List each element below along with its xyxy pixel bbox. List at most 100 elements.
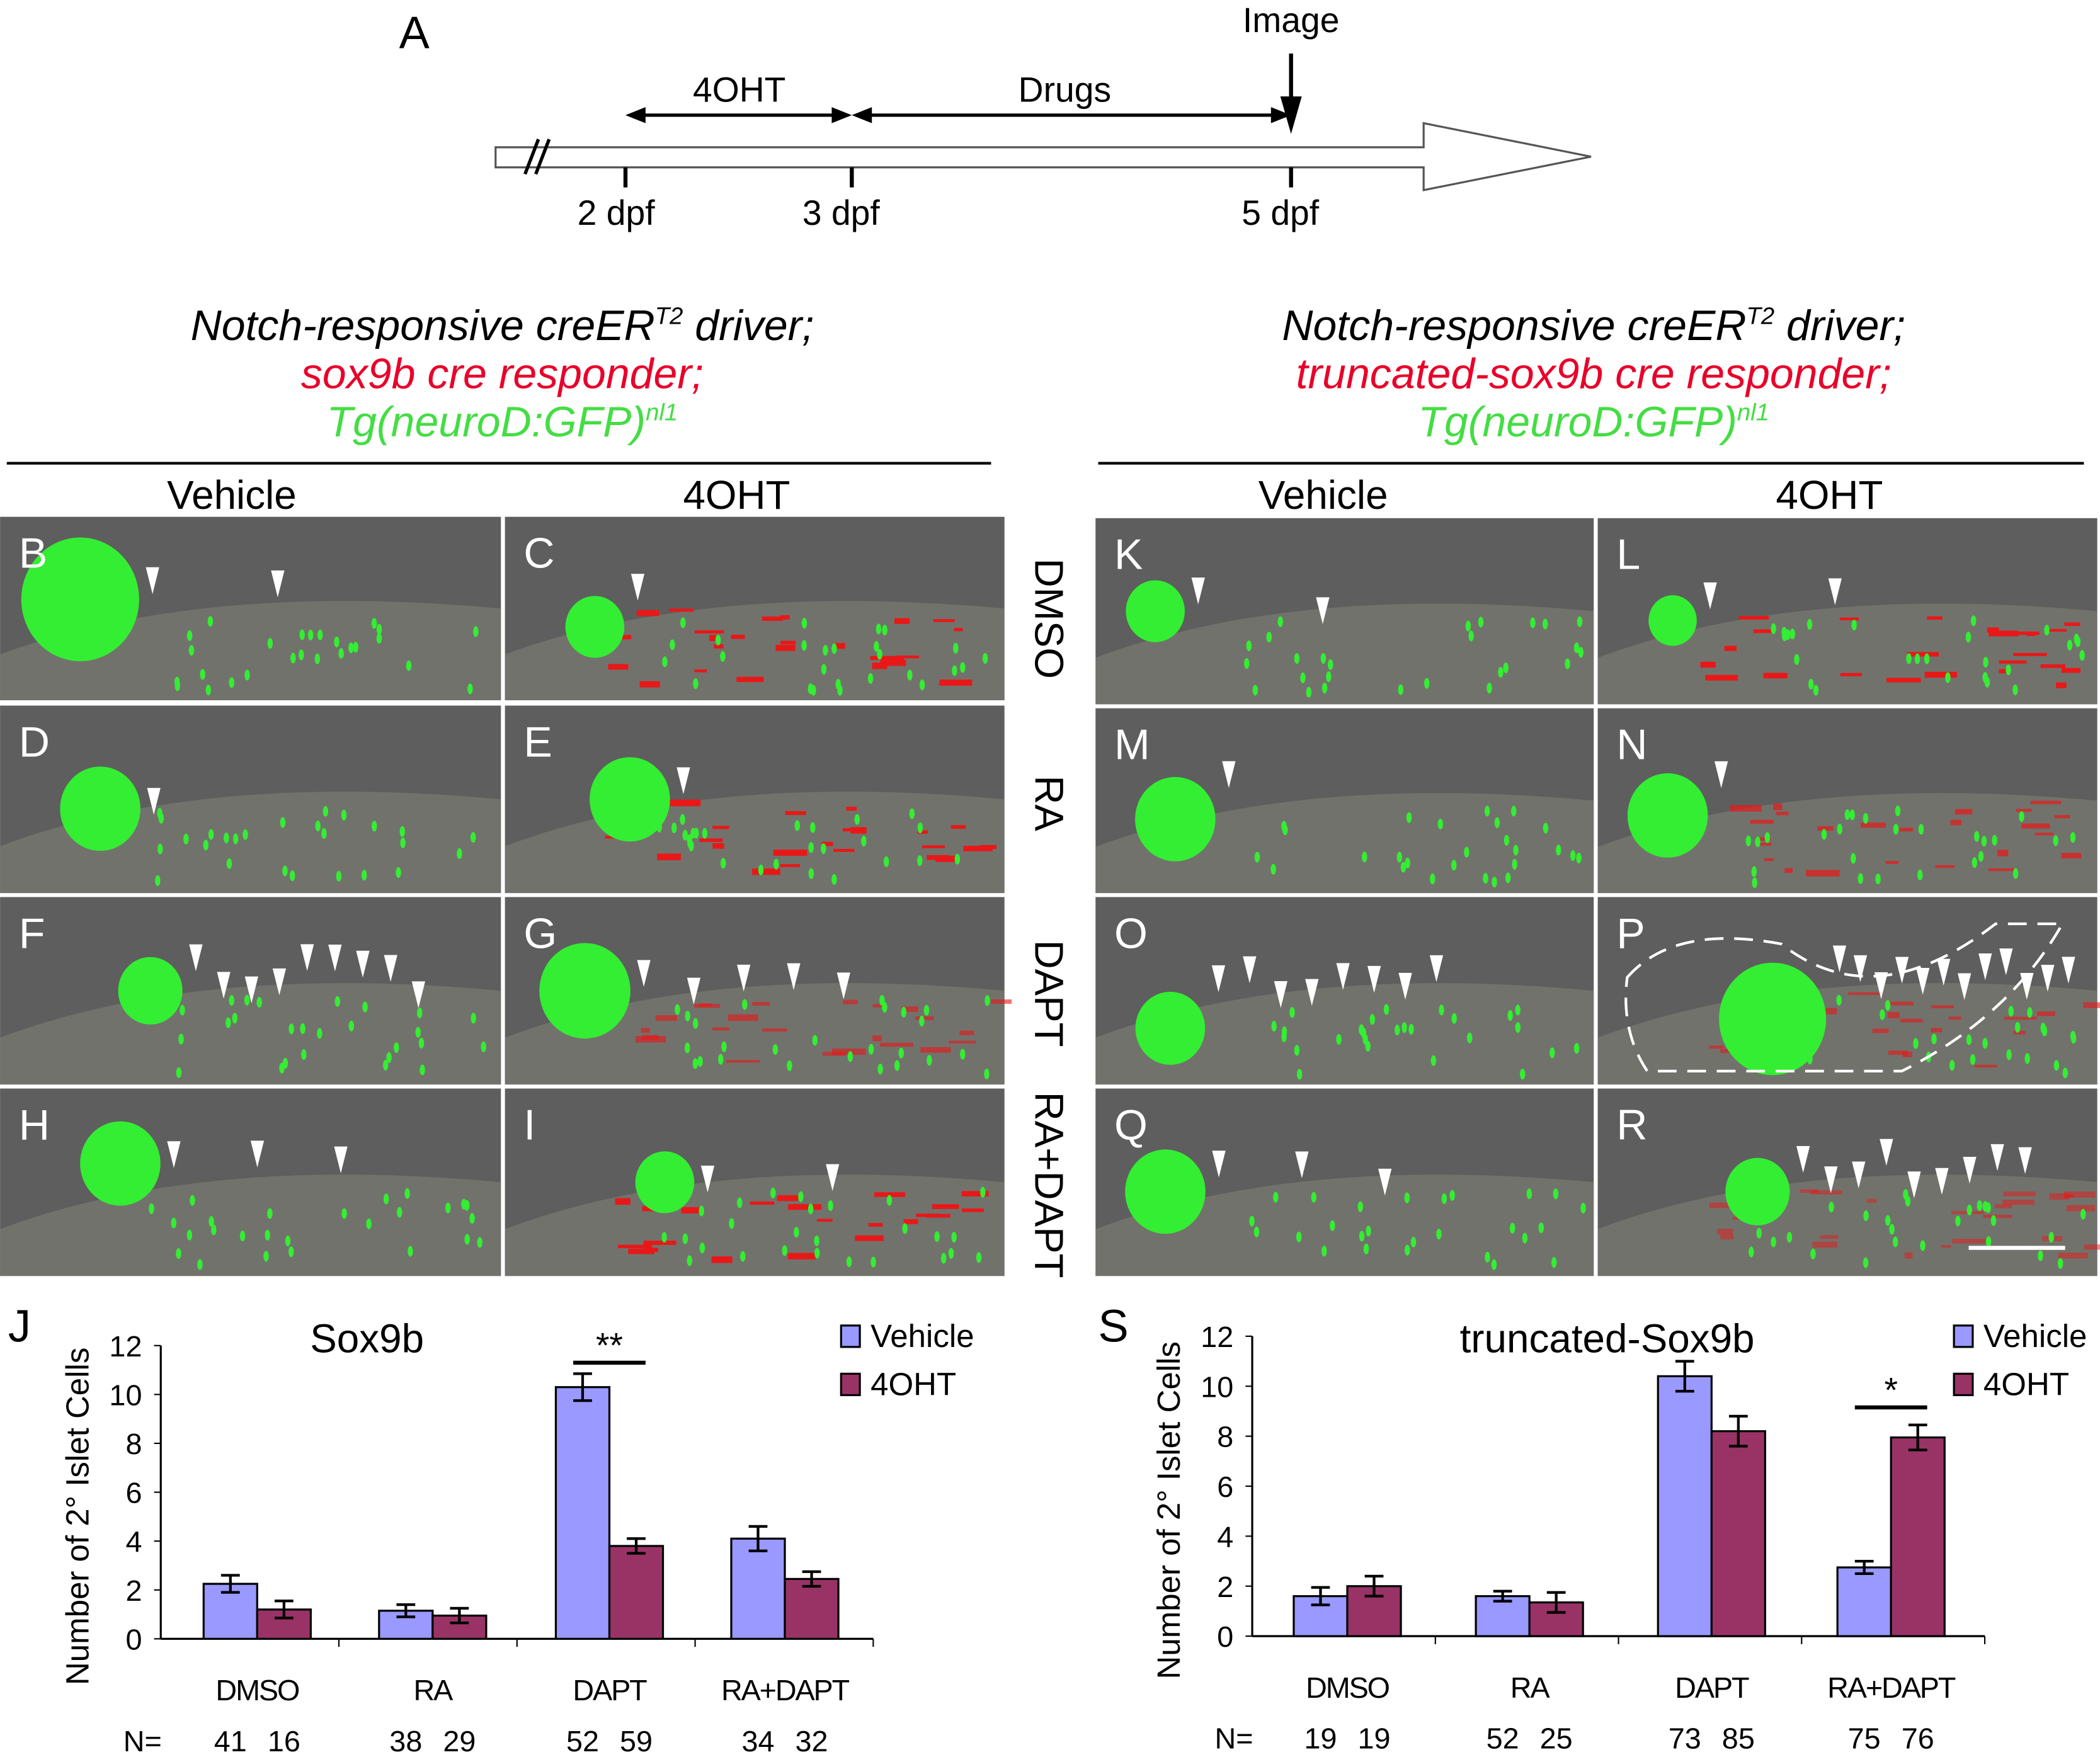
- panel-letter: I: [523, 1101, 535, 1149]
- gfp-cell-mark: [1289, 1007, 1295, 1018]
- red-cell-mark: [2007, 631, 2040, 635]
- error-bar: [220, 1574, 240, 1594]
- arrowhead-marker: [1715, 761, 1728, 788]
- gfp-cell-mark: [362, 1001, 368, 1013]
- error-bar: [627, 1537, 646, 1555]
- left-header: Notch-responsive creERT2 driver; sox9b c…: [6, 302, 991, 518]
- red-cell-mark: [868, 1223, 883, 1227]
- gfp-cell-mark: [208, 1216, 214, 1227]
- x-tick-label: RA: [413, 1674, 454, 1707]
- red-cell-mark: [780, 640, 796, 645]
- red-cell-mark: [2026, 632, 2035, 637]
- gfp-cell-mark: [1978, 851, 1984, 862]
- gfp-cell-mark: [1400, 861, 1407, 873]
- gfp-cell-mark: [680, 814, 685, 825]
- gfp-cell-mark: [336, 870, 342, 882]
- gfp-cell-mark: [1863, 813, 1869, 824]
- image-arrow: [1280, 54, 1302, 134]
- gfp-cell-mark: [376, 623, 382, 635]
- n-value: 41: [214, 1725, 247, 1758]
- bar-4oht-ra-dapt: [1890, 1436, 1946, 1637]
- arrowhead-marker: [1796, 1145, 1810, 1173]
- gfp-cell-mark: [1294, 653, 1300, 664]
- gfp-cell-mark: [2053, 1060, 2060, 1071]
- arrowhead-marker: [1305, 979, 1319, 1006]
- gfp-cell-mark: [1813, 685, 1819, 696]
- gfp-cell-mark: [265, 1229, 270, 1241]
- red-cell-mark: [1724, 645, 1737, 651]
- gfp-cell-mark: [868, 1043, 874, 1055]
- gfp-cell-mark: [883, 856, 889, 867]
- gfp-cell-mark: [810, 822, 816, 833]
- panel-letter: R: [1616, 1101, 1647, 1149]
- legend-label: Vehicle: [1983, 1318, 2087, 1354]
- red-cell-mark: [2016, 809, 2032, 812]
- gfp-cell-mark: [229, 677, 234, 688]
- gfp-cell-mark: [1885, 1000, 1891, 1011]
- gfp-cell-mark: [1577, 616, 1583, 627]
- red-cell-mark: [643, 1241, 676, 1245]
- gfp-cell-mark: [1573, 642, 1580, 654]
- gfp-cell-mark: [661, 1232, 667, 1243]
- bar-vehicle-dapt: [554, 1386, 611, 1640]
- gfp-cell-mark: [1990, 1215, 1997, 1226]
- red-cell-mark: [979, 844, 997, 850]
- gfp-cell-mark: [1538, 1222, 1544, 1234]
- red-cell-mark: [850, 827, 867, 834]
- gfp-cell-mark: [171, 1217, 177, 1229]
- red-cell-mark: [731, 634, 745, 639]
- gfp-cell-mark: [1494, 817, 1500, 828]
- gfp-cell-mark: [186, 1229, 193, 1241]
- red-cell-mark: [950, 825, 966, 829]
- red-cell-mark: [657, 853, 681, 860]
- gfp-cell-mark: [1406, 812, 1412, 823]
- red-cell-mark: [870, 656, 904, 661]
- gfp-cell-mark: [831, 643, 837, 654]
- gfp-cell-mark: [1300, 672, 1306, 683]
- error-bar: [274, 1600, 294, 1620]
- gfp-cell-mark: [821, 664, 827, 675]
- gfp-cell-mark: [1504, 834, 1510, 846]
- gfp-cell-mark: [1404, 1192, 1410, 1203]
- red-cell-mark: [1907, 652, 1939, 657]
- n-value: 85: [1722, 1722, 1755, 1755]
- genotype-reporter: Tg(neuroD:GFP)nl1: [327, 398, 678, 446]
- legend-label: 4OHT: [1983, 1366, 2069, 1402]
- gfp-cell-mark: [1330, 1220, 1335, 1231]
- red-cell-mark: [2054, 815, 2070, 819]
- red-cell-mark: [2064, 1191, 2096, 1198]
- gfp-cell-mark: [457, 848, 462, 860]
- red-cell-mark: [1817, 826, 1834, 831]
- gfp-cell-mark: [397, 1207, 402, 1218]
- gfp-cell-mark: [2019, 811, 2024, 822]
- gfp-cell-mark: [1437, 819, 1444, 830]
- red-cell-mark: [1848, 992, 1883, 996]
- red-cell-mark: [726, 1060, 760, 1063]
- genotype-responder: sox9b cre responder;: [301, 350, 704, 398]
- row-labels: DMSO RA DAPT RA+DAPT: [1027, 559, 1072, 1278]
- red-cell-mark: [961, 1208, 984, 1212]
- gfp-cell-mark: [718, 1054, 724, 1065]
- panel-l: L: [1597, 518, 2097, 705]
- red-cell-mark: [1812, 1241, 1838, 1248]
- gfp-cell-mark: [662, 656, 668, 668]
- red-cell-mark: [843, 999, 858, 1004]
- gfp-cell-mark: [267, 638, 273, 649]
- principal-islet: [118, 957, 183, 1025]
- n-value: 52: [566, 1725, 599, 1758]
- gfp-cell-mark: [960, 1049, 966, 1060]
- red-cell-mark: [787, 1253, 816, 1259]
- red-cell-mark: [2040, 664, 2066, 668]
- gfp-cell-mark: [927, 1055, 932, 1066]
- gfp-cell-mark: [1889, 1224, 1895, 1235]
- gfp-cell-mark: [982, 653, 988, 664]
- red-cell-mark: [785, 810, 806, 816]
- gfp-cell-mark: [1549, 1047, 1555, 1059]
- gfp-cell-mark: [742, 999, 748, 1010]
- phase-4oht-label: 4OHT: [693, 71, 785, 110]
- gfp-cell-mark: [670, 639, 675, 651]
- gfp-cell-mark: [322, 805, 329, 817]
- gfp-cell-mark: [882, 625, 887, 636]
- red-cell-mark: [2066, 1205, 2096, 1212]
- red-cell-mark: [2002, 1200, 2034, 1205]
